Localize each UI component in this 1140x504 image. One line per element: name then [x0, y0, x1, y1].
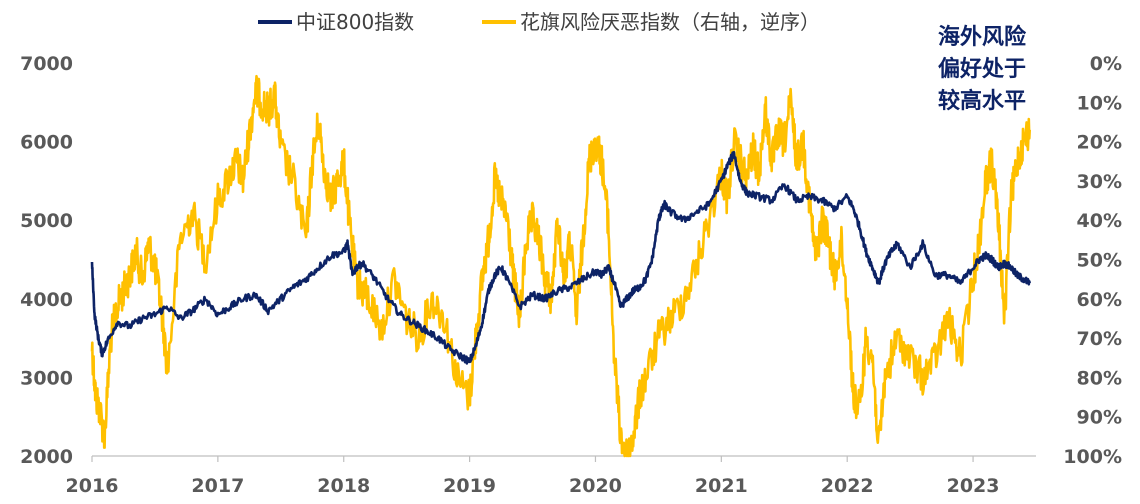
x-tick-label-2021: 2021 [695, 475, 748, 497]
annotation-line-1: 海外风险 [938, 24, 1027, 50]
y-left-tick-label-5000: 5000 [20, 210, 73, 232]
y-right-tick-label-90pct: 90% [1077, 407, 1122, 429]
y-left-tick-label-7000: 7000 [20, 53, 73, 75]
y-right-tick-label-40pct: 40% [1077, 210, 1122, 232]
x-tick-label-2016: 2016 [66, 475, 119, 497]
x-tick-label-2022: 2022 [821, 475, 874, 497]
annotation: 海外风险 偏好处于 较高水平 [938, 24, 1027, 114]
series-line-csi800 [90, 150, 1031, 365]
y-right-tick-label-0pct: 0% [1090, 53, 1122, 75]
x-tick-label-2018: 2018 [317, 475, 370, 497]
legend-label-citi-risk: 花旗风险厌恶指数（右轴，逆序） [520, 10, 820, 34]
x-axis-ticks: 2016 2017 2018 2019 2020 2021 2022 2023 [66, 456, 1000, 497]
x-tick-label-2020: 2020 [569, 475, 622, 497]
y-right-tick-label-100pct: 100% [1063, 446, 1122, 468]
y-right-tick-label-60pct: 60% [1077, 289, 1122, 311]
y-axis-left-ticks: 2000 3000 4000 5000 6000 7000 [20, 53, 73, 468]
y-left-tick-label-3000: 3000 [20, 367, 73, 389]
y-left-tick-label-2000: 2000 [20, 446, 73, 468]
y-right-tick-label-20pct: 20% [1077, 132, 1122, 154]
y-left-tick-label-6000: 6000 [20, 132, 73, 154]
series-line-citi-risk-aversion [90, 74, 1031, 458]
y-right-tick-label-70pct: 70% [1077, 328, 1122, 350]
x-tick-label-2023: 2023 [947, 475, 1000, 497]
y-right-tick-label-80pct: 80% [1077, 367, 1122, 389]
annotation-line-3: 较高水平 [938, 88, 1026, 114]
x-tick-label-2017: 2017 [191, 475, 244, 497]
y-right-tick-label-50pct: 50% [1077, 250, 1122, 272]
plot-area [90, 74, 1031, 458]
y-right-tick-label-30pct: 30% [1077, 171, 1122, 193]
x-tick-label-2019: 2019 [443, 475, 496, 497]
legend-label-csi800: 中证800指数 [296, 10, 414, 34]
y-axis-right-ticks: 0% 10% 20% 30% 40% 50% 60% 70% 80% 90% 100% [1063, 53, 1122, 468]
annotation-line-2: 偏好处于 [938, 56, 1026, 82]
y-left-tick-label-4000: 4000 [20, 289, 73, 311]
y-right-tick-label-10pct: 10% [1077, 92, 1122, 114]
legend: 中证800指数 花旗风险厌恶指数（右轴，逆序） [258, 10, 820, 34]
